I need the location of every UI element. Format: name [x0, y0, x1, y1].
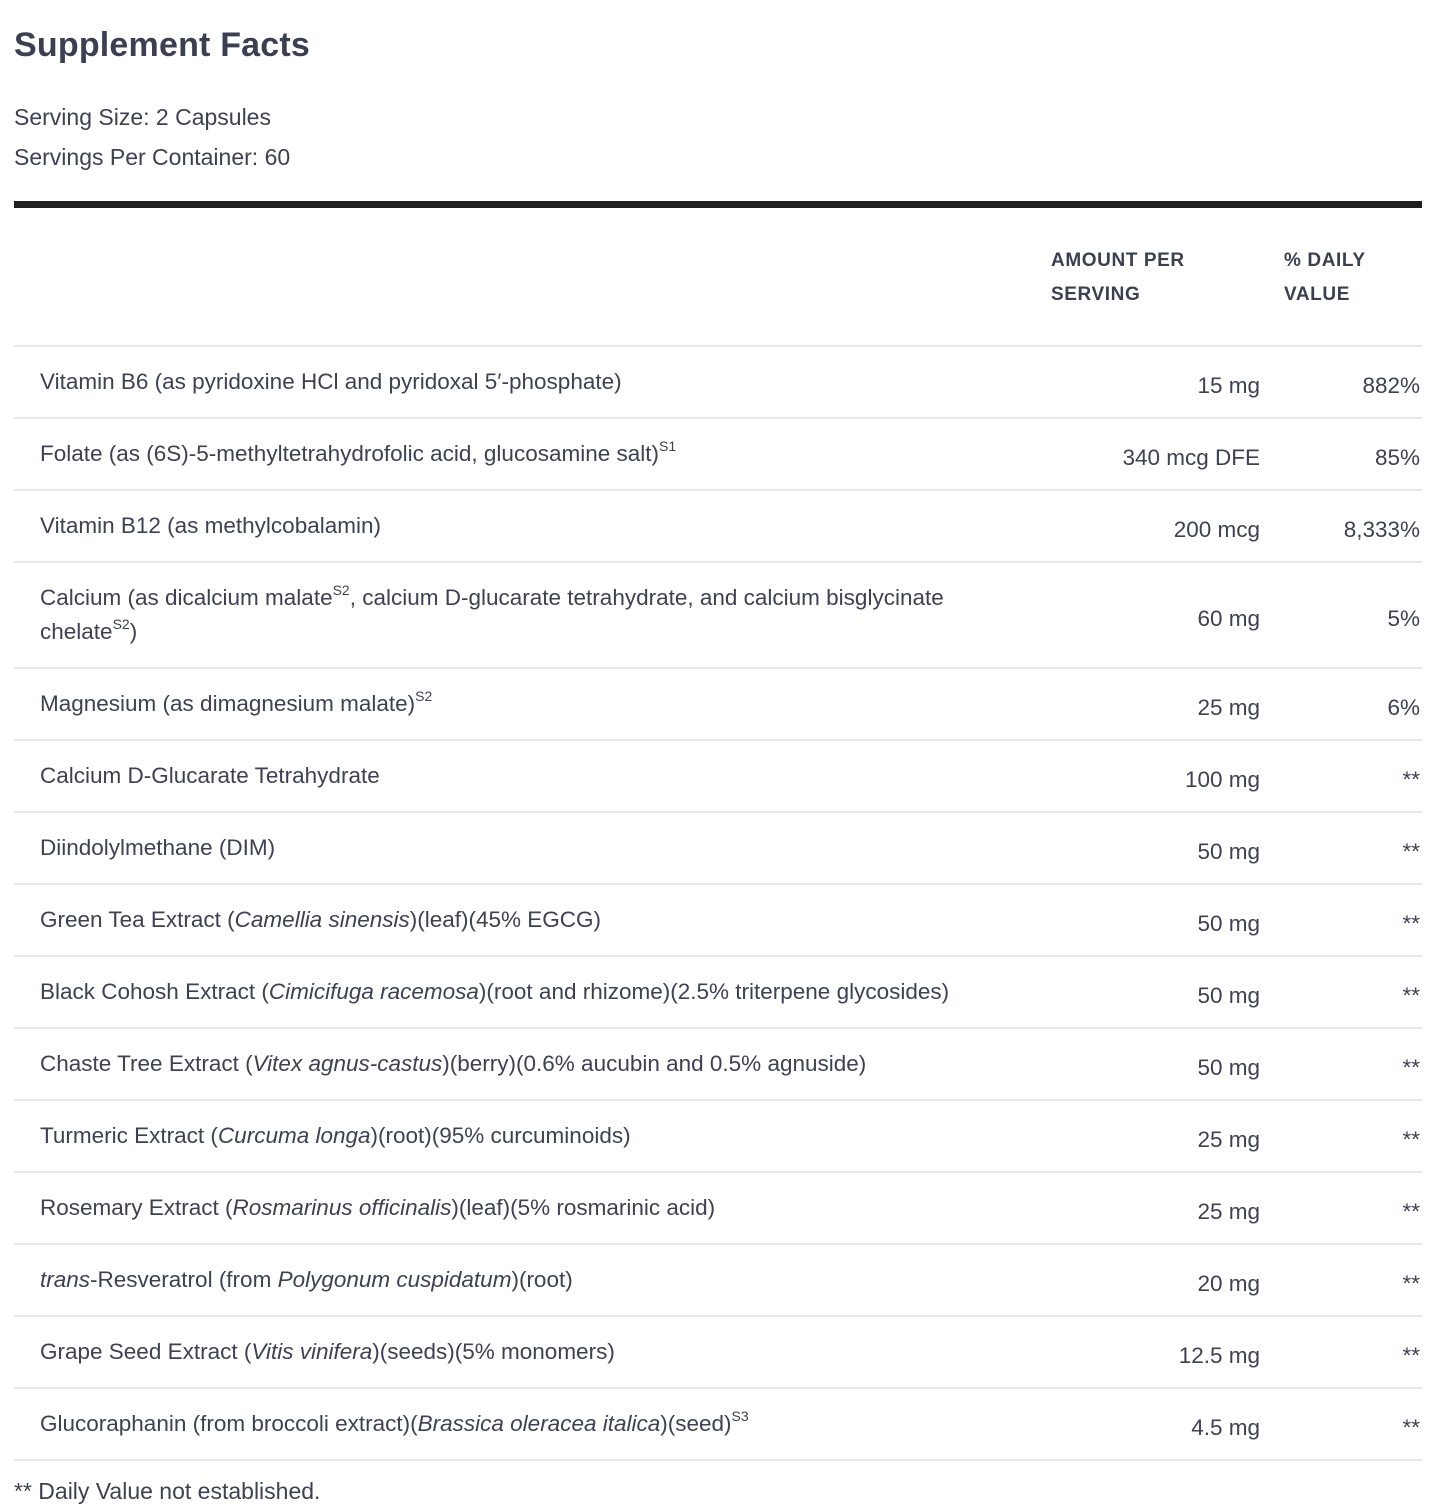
ingredient-name: Calcium D-Glucarate Tetrahydrate [40, 763, 380, 788]
daily-value: ** [1402, 1271, 1420, 1296]
servings-per-container-line: Servings Per Container: 60 [14, 144, 291, 170]
ingredient-name: Diindolylmethane (DIM) [40, 835, 276, 860]
ingredient-name: trans-Resveratrol (from Polygonum cuspid… [40, 1267, 573, 1292]
amount-value: 50 mg [1197, 1055, 1260, 1080]
page-title: Supplement Facts [14, 26, 311, 64]
percent-daily-value-header: % DAILY VALUE [1284, 250, 1366, 305]
ingredient-name: Folate (as (6S)-5-methyltetrahydrofolic … [40, 437, 677, 467]
daily-value-footnote: ** Daily Value not established. [14, 1478, 321, 1504]
supplement-facts-panel: Supplement Facts Serving Size: 2 Capsule… [14, 0, 1422, 1508]
table-row: Turmeric Extract (Curcuma longa)(root)(9… [14, 1101, 1422, 1173]
ingredient-name: Rosemary Extract (Rosmarinus officinalis… [40, 1195, 716, 1220]
facts-rows: Vitamin B6 (as pyridoxine HCl and pyrido… [14, 347, 1422, 1461]
daily-value: ** [1402, 983, 1420, 1008]
daily-value: 882% [1362, 373, 1420, 398]
table-row: Calcium D-Glucarate Tetrahydrate 100 mg … [14, 741, 1422, 813]
amount-value: 12.5 mg [1178, 1343, 1260, 1368]
amount-per-serving-header: AMOUNT PER SERVING [1051, 250, 1185, 305]
table-row: Vitamin B6 (as pyridoxine HCl and pyrido… [14, 347, 1422, 419]
table-row: Grape Seed Extract (Vitis vinifera)(seed… [14, 1317, 1422, 1389]
amount-value: 25 mg [1197, 1199, 1260, 1224]
table-row: Diindolylmethane (DIM) 50 mg ** [14, 813, 1422, 885]
table-row: Chaste Tree Extract (Vitex agnus-castus)… [14, 1029, 1422, 1101]
daily-value: 8,333% [1343, 517, 1420, 542]
amount-value: 50 mg [1197, 839, 1260, 864]
table-row: trans-Resveratrol (from Polygonum cuspid… [14, 1245, 1422, 1317]
top-thick-rule [14, 201, 1422, 208]
amount-value: 100 mg [1184, 767, 1260, 792]
ingredient-name: Turmeric Extract (Curcuma longa)(root)(9… [40, 1123, 631, 1148]
daily-value: ** [1402, 1127, 1420, 1152]
serving-info: Serving Size: 2 Capsules Servings Per Co… [14, 97, 1422, 177]
ingredient-name: Vitamin B12 (as methylcobalamin) [40, 513, 381, 538]
daily-value: 85% [1374, 445, 1420, 470]
amount-value: 200 mcg [1173, 517, 1260, 542]
table-row: Vitamin B12 (as methylcobalamin) 200 mcg… [14, 491, 1422, 563]
daily-value: ** [1402, 911, 1420, 936]
daily-value: 5% [1387, 606, 1420, 631]
table-row: Rosemary Extract (Rosmarinus officinalis… [14, 1173, 1422, 1245]
daily-value: ** [1402, 1055, 1420, 1080]
daily-value: ** [1402, 1343, 1420, 1368]
amount-value: 340 mcg DFE [1122, 445, 1260, 470]
table-row: Glucoraphanin (from broccoli extract)(Br… [14, 1389, 1422, 1461]
daily-value: ** [1402, 1415, 1420, 1440]
ingredient-name: Black Cohosh Extract (Cimicifuga racemos… [40, 979, 950, 1004]
ingredient-name: Grape Seed Extract (Vitis vinifera)(seed… [40, 1339, 615, 1364]
ingredient-name: Chaste Tree Extract (Vitex agnus-castus)… [40, 1051, 867, 1076]
header-daily-value-cell: % DAILY VALUE [1260, 244, 1422, 312]
header-amount-cell: AMOUNT PER SERVING [1025, 244, 1260, 312]
amount-value: 60 mg [1197, 606, 1260, 631]
ingredient-name: Magnesium (as dimagnesium malate)S2 [40, 687, 433, 717]
daily-value: 6% [1387, 695, 1420, 720]
amount-value: 25 mg [1197, 1127, 1260, 1152]
table-row: Folate (as (6S)-5-methyltetrahydrofolic … [14, 419, 1422, 491]
ingredient-name: Glucoraphanin (from broccoli extract)(Br… [40, 1407, 749, 1437]
table-row: Magnesium (as dimagnesium malate)S2 25 m… [14, 669, 1422, 741]
daily-value: ** [1402, 839, 1420, 864]
amount-value: 50 mg [1197, 911, 1260, 936]
amount-value: 25 mg [1197, 695, 1260, 720]
serving-size-line: Serving Size: 2 Capsules [14, 104, 271, 130]
ingredient-name: Vitamin B6 (as pyridoxine HCl and pyrido… [40, 369, 622, 394]
amount-value: 15 mg [1197, 373, 1260, 398]
header-name-spacer [14, 244, 1025, 312]
ingredient-name: Green Tea Extract (Camellia sinensis)(le… [40, 907, 602, 932]
facts-table-header: AMOUNT PER SERVING % DAILY VALUE [14, 208, 1422, 347]
daily-value: ** [1402, 1199, 1420, 1224]
table-row: Black Cohosh Extract (Cimicifuga racemos… [14, 957, 1422, 1029]
amount-value: 50 mg [1197, 983, 1260, 1008]
amount-value: 20 mg [1197, 1271, 1260, 1296]
amount-value: 4.5 mg [1191, 1415, 1260, 1440]
ingredient-name: Calcium (as dicalcium malateS2, calcium … [40, 581, 944, 645]
table-row: Calcium (as dicalcium malateS2, calcium … [14, 563, 1422, 669]
daily-value: ** [1402, 767, 1420, 792]
table-row: Green Tea Extract (Camellia sinensis)(le… [14, 885, 1422, 957]
